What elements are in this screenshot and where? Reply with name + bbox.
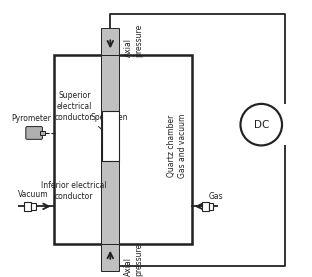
Bar (202, 202, 209, 211)
Text: Vacuum: Vacuum (17, 191, 48, 199)
Text: Gas: Gas (209, 192, 223, 201)
Bar (101, 136, 119, 244)
Bar (101, 244, 119, 271)
Text: Axial
pressure: Axial pressure (124, 24, 144, 57)
Text: Specimen: Specimen (91, 113, 129, 122)
Bar (209, 203, 213, 210)
Bar (24, 202, 31, 211)
Text: Inferior electrical
conductor: Inferior electrical conductor (41, 181, 107, 201)
Text: Pyrometer: Pyrometer (12, 114, 51, 123)
Bar (101, 28, 119, 55)
Bar (54, 55, 192, 244)
Bar (101, 55, 119, 136)
Text: Superior
electrical
conductor: Superior electrical conductor (55, 91, 94, 122)
Text: DC: DC (254, 120, 269, 130)
Bar (102, 111, 119, 161)
FancyBboxPatch shape (26, 127, 42, 139)
Bar (31, 203, 36, 210)
Bar (40, 131, 45, 135)
Text: Quartz chamber
Gas and vacuum: Quartz chamber Gas and vacuum (167, 114, 187, 178)
Text: Axial
pressure: Axial pressure (124, 242, 144, 276)
